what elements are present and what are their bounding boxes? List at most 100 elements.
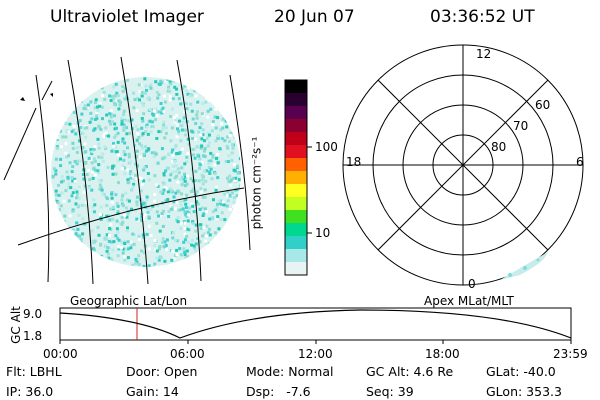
uv-pixel: [215, 153, 219, 157]
uv-pixel: [145, 195, 149, 199]
uv-pixel: [231, 233, 235, 237]
uv-pixel: [216, 92, 220, 96]
uv-pixel: [89, 148, 93, 152]
uv-pixel: [201, 178, 204, 182]
uv-pixel: [75, 91, 79, 95]
uv-pixel: [81, 260, 85, 264]
uv-pixel: [229, 107, 233, 110]
uv-pixel: [157, 258, 161, 262]
uv-pixel: [158, 229, 162, 233]
uv-pixel: [72, 193, 76, 197]
uv-pixel: [205, 169, 209, 173]
uv-pixel: [142, 179, 146, 183]
uv-pixel: [196, 100, 200, 104]
uv-pixel: [57, 215, 61, 219]
uv-pixel: [109, 115, 113, 119]
uv-pixel: [226, 199, 230, 203]
uv-pixel: [199, 223, 203, 227]
uv-pixel: [162, 172, 166, 175]
uv-pixel: [215, 252, 219, 256]
uv-pixel: [138, 142, 142, 146]
uv-pixel: [148, 119, 152, 123]
uv-pixel: [101, 105, 104, 109]
uv-pixel: [156, 204, 160, 208]
uv-pixel: [212, 198, 215, 202]
uv-pixel: [89, 90, 93, 94]
uv-pixel: [161, 240, 165, 244]
uv-pixel: [155, 114, 159, 118]
uv-pixel: [140, 117, 144, 120]
uv-pixel: [84, 107, 88, 111]
uv-pixel: [105, 134, 109, 137]
info-mode: Mode: Normal: [246, 364, 334, 379]
uv-pixel: [212, 79, 216, 83]
uv-pixel: [106, 197, 109, 201]
uv-pixel: [111, 206, 115, 209]
uv-pixel: [109, 207, 113, 211]
uv-pixel: [78, 139, 82, 143]
uv-pixel: [127, 119, 131, 123]
uv-pixel: [173, 120, 177, 124]
uv-pixel: [232, 168, 236, 172]
uv-pixel: [191, 117, 195, 121]
uv-pixel: [230, 240, 234, 244]
uv-pixel: [219, 199, 223, 203]
uv-pixel: [96, 169, 100, 173]
uv-pixel: [103, 236, 107, 240]
uv-pixel: [91, 239, 95, 243]
uv-pixel: [228, 194, 232, 198]
uv-pixel: [183, 253, 187, 257]
uv-pixel: [207, 159, 211, 163]
uv-pixel: [112, 240, 116, 244]
uv-pixel: [159, 130, 163, 134]
uv-pixel: [57, 193, 61, 197]
uv-pixel: [82, 106, 86, 110]
uv-pixel: [113, 114, 116, 118]
uv-pixel: [102, 192, 106, 196]
uv-pixel: [208, 95, 212, 99]
uv-pixel: [193, 246, 197, 250]
uv-pixel: [224, 160, 228, 163]
uv-pixel: [228, 134, 232, 137]
uv-pixel: [52, 138, 56, 142]
uv-pixel: [74, 252, 78, 256]
uv-pixel: [103, 260, 107, 264]
uv-pixel: [161, 237, 165, 241]
uv-pixel: [111, 166, 114, 170]
uv-pixel: [195, 84, 199, 88]
uv-pixel: [202, 254, 206, 258]
uv-pixel: [96, 226, 100, 230]
lat-label-70: 70: [513, 119, 529, 133]
uv-pixel: [67, 254, 71, 258]
colorbar-segment: [285, 184, 307, 198]
uv-pixel: [201, 133, 205, 137]
uv-pixel: [205, 255, 209, 259]
uv-pixel: [228, 208, 232, 211]
uv-pixel: [237, 109, 241, 113]
uv-pixel: [192, 153, 195, 157]
uv-pixel: [52, 135, 56, 139]
uv-pixel: [164, 131, 168, 135]
uv-pixel: [230, 143, 234, 147]
uv-pixel: [60, 145, 63, 149]
uv-pixel: [59, 82, 62, 86]
gc-alt-axis-label: GC Alt: [8, 306, 23, 344]
uv-pixel: [175, 134, 179, 138]
uv-pixel: [121, 204, 125, 208]
uv-pixel: [142, 214, 145, 218]
uv-pixel: [226, 160, 230, 164]
uv-pixel: [140, 91, 144, 94]
uv-pixel: [121, 113, 125, 117]
uv-pixel: [88, 178, 92, 182]
uv-pixel: [190, 202, 194, 206]
uv-pixel: [137, 176, 141, 180]
uv-pixel: [87, 156, 91, 160]
uv-pixel: [238, 97, 241, 101]
uv-pixel: [62, 243, 66, 246]
uv-pixel: [83, 244, 87, 248]
uv-pixel: [67, 225, 71, 228]
uv-pixel: [154, 118, 158, 122]
uv-pixel: [151, 204, 155, 208]
uv-pixel: [201, 102, 204, 106]
uv-pixel: [72, 228, 76, 232]
